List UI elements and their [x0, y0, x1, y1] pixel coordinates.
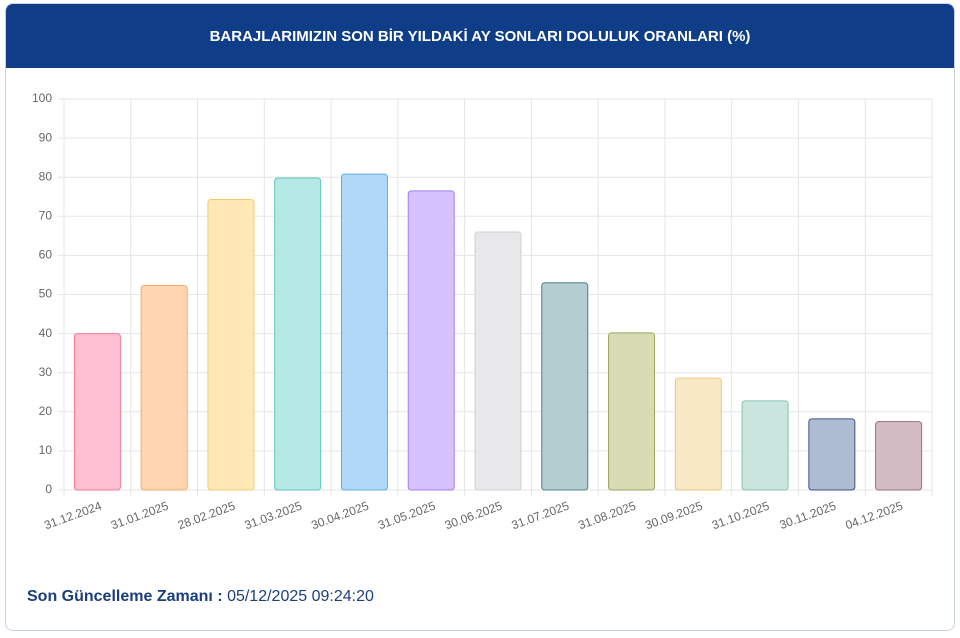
y-tick-label: 70 — [39, 208, 53, 222]
x-tick-label: 31.07.2025 — [510, 499, 572, 533]
y-tick-label: 80 — [39, 169, 53, 183]
bar — [207, 198, 255, 491]
x-tick-label: 31.03.2025 — [243, 499, 305, 533]
bar — [140, 285, 188, 491]
bar — [407, 190, 455, 491]
y-tick-label: 60 — [39, 248, 53, 262]
x-tick-label: 31.10.2025 — [710, 499, 772, 533]
chart-title: BARAJLARIMIZIN SON BİR YILDAKİ AY SONLAR… — [6, 4, 954, 68]
footer: Son Güncelleme Zamanı : 05/12/2025 09:24… — [27, 588, 374, 606]
x-tick-label: 31.08.2025 — [576, 499, 638, 533]
y-tick-label: 50 — [39, 287, 53, 301]
x-tick-label: 30.09.2025 — [643, 499, 705, 533]
bar — [340, 173, 388, 491]
bar — [674, 377, 722, 491]
y-tick-label: 0 — [45, 482, 52, 496]
footer-value: 05/12/2025 09:24:20 — [227, 588, 374, 605]
x-tick-label: 04.12.2025 — [843, 499, 905, 533]
x-tick-label: 31.12.2024 — [42, 499, 104, 533]
x-tick-label: 31.01.2025 — [109, 499, 171, 533]
y-tick-label: 20 — [39, 404, 53, 418]
bar — [474, 231, 522, 491]
footer-label: Son Güncelleme Zamanı : — [27, 588, 223, 605]
bar — [73, 333, 121, 491]
x-tick-label: 30.04.2025 — [309, 499, 371, 533]
y-tick-label: 30 — [39, 365, 53, 379]
y-tick-label: 100 — [32, 91, 52, 105]
x-tick-label: 30.06.2025 — [443, 499, 505, 533]
bar — [608, 332, 656, 491]
bar — [274, 177, 322, 491]
bar — [741, 400, 789, 491]
y-tick-label: 40 — [39, 326, 53, 340]
bar — [875, 421, 923, 491]
x-tick-label: 31.05.2025 — [376, 499, 438, 533]
y-tick-label: 90 — [39, 130, 53, 144]
x-tick-label: 28.02.2025 — [176, 499, 238, 533]
bar — [541, 282, 589, 491]
card: BARAJLARIMIZIN SON BİR YILDAKİ AY SONLAR… — [5, 3, 955, 631]
x-tick-label: 30.11.2025 — [778, 499, 839, 533]
y-tick-label: 10 — [39, 443, 53, 457]
bar — [808, 418, 856, 491]
